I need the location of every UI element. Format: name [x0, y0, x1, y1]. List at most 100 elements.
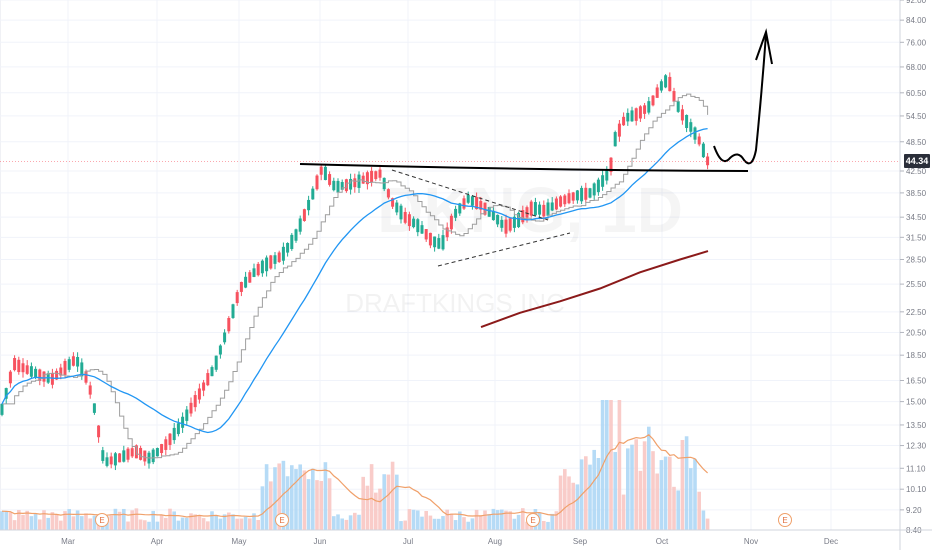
price-tick-label: 11.10	[906, 464, 926, 473]
trendline-drawings	[0, 28, 900, 267]
volume-bar	[361, 476, 365, 530]
volume-bar	[403, 520, 407, 530]
volume-bar	[285, 476, 290, 530]
volume-bar	[201, 518, 206, 530]
candle-body	[80, 362, 84, 377]
volume-bar	[172, 511, 176, 530]
volume-bar	[248, 518, 252, 530]
candle-body	[109, 456, 113, 465]
candle-body	[689, 122, 693, 132]
ma-slow-line	[480, 250, 709, 329]
candle-body	[647, 101, 651, 113]
volume-bar	[311, 468, 315, 530]
candle-body	[533, 202, 537, 216]
volume-bar	[395, 474, 399, 530]
volume-bar	[390, 461, 395, 530]
volume-bar	[642, 441, 647, 530]
candle-body	[605, 170, 609, 181]
month-tick-label: May	[231, 537, 246, 546]
volume-bar	[164, 517, 168, 530]
candle-body	[172, 427, 176, 441]
candle-body	[239, 281, 243, 292]
volume-bar	[75, 510, 80, 530]
candle-body	[319, 166, 323, 175]
candle-body	[374, 171, 378, 180]
volume-bar	[197, 515, 202, 530]
volume-bar	[290, 465, 294, 530]
volume-bar	[432, 518, 437, 530]
volume-bar	[491, 508, 496, 530]
earnings-marker[interactable]: E	[526, 513, 540, 527]
candle-body	[349, 178, 353, 190]
month-tick-label: Mar	[61, 537, 75, 546]
candle-body	[508, 218, 512, 231]
candle-body	[25, 365, 29, 374]
volume-bar	[689, 468, 693, 530]
candle-body	[118, 453, 122, 463]
earnings-marker[interactable]: E	[275, 513, 289, 527]
volume-bar	[588, 464, 592, 530]
candle-body	[248, 272, 252, 283]
candle-body	[697, 136, 701, 145]
candle-body	[584, 187, 588, 200]
candle-body	[181, 416, 185, 428]
volume-bar	[138, 519, 143, 530]
earnings-marker-label: E	[782, 516, 787, 525]
volume-bar	[680, 439, 685, 530]
volume-bar	[550, 513, 554, 530]
volume-bar	[210, 511, 214, 530]
candle-body	[231, 304, 235, 318]
candle-body	[512, 216, 516, 228]
earnings-marker-circle	[778, 513, 792, 527]
volume-bar	[323, 462, 328, 530]
volume-bar	[176, 520, 181, 530]
candle-body	[504, 219, 508, 234]
candle-body	[592, 183, 596, 196]
volume-bar	[277, 463, 281, 530]
volume-bar	[596, 458, 601, 530]
volume-bar	[374, 492, 378, 530]
candle-body	[458, 203, 462, 214]
candle-body	[664, 75, 668, 88]
volume-bar	[420, 516, 424, 530]
volume-bar	[676, 490, 680, 530]
volume-bar	[109, 515, 113, 530]
month-tick-label: Jul	[403, 537, 413, 546]
volume-bar	[378, 488, 382, 530]
earnings-marker[interactable]: E	[95, 513, 109, 527]
volume-bar	[4, 511, 8, 530]
candle-body	[437, 238, 441, 249]
candle-body	[29, 366, 33, 377]
candle-body	[281, 246, 285, 261]
candle-body	[340, 182, 344, 190]
candle-body	[622, 116, 626, 126]
candle-body	[252, 268, 256, 277]
volume-bar	[294, 469, 298, 530]
volume-bar	[516, 514, 521, 530]
volume-bar	[668, 456, 672, 530]
volume-bar	[222, 514, 227, 530]
candle-body	[0, 403, 4, 415]
volume-bar	[256, 520, 260, 530]
volume-bar	[542, 520, 546, 530]
volume-ma-line	[1, 434, 709, 518]
time-axis: Mar Apr May Jun Jul Aug Sep Oct Nov Dec	[0, 529, 932, 546]
volume-bar	[33, 514, 38, 530]
month-tick-label: Sep	[573, 537, 588, 546]
last-price-badge: 44.34	[904, 154, 930, 168]
candle-body	[479, 201, 483, 210]
candle-body	[496, 214, 500, 225]
candle-body	[370, 170, 374, 183]
candle-body	[105, 457, 109, 466]
volume-bar	[50, 512, 55, 530]
earnings-marker[interactable]: E	[778, 513, 792, 527]
volume-bar	[508, 511, 512, 530]
volume-bar	[180, 517, 185, 530]
volume-bar	[470, 518, 475, 530]
volume-bar	[122, 508, 126, 530]
candle-body	[580, 187, 584, 202]
volume-bar	[168, 508, 172, 530]
earnings-marker-label: E	[99, 516, 104, 525]
volume-bar	[260, 486, 265, 530]
